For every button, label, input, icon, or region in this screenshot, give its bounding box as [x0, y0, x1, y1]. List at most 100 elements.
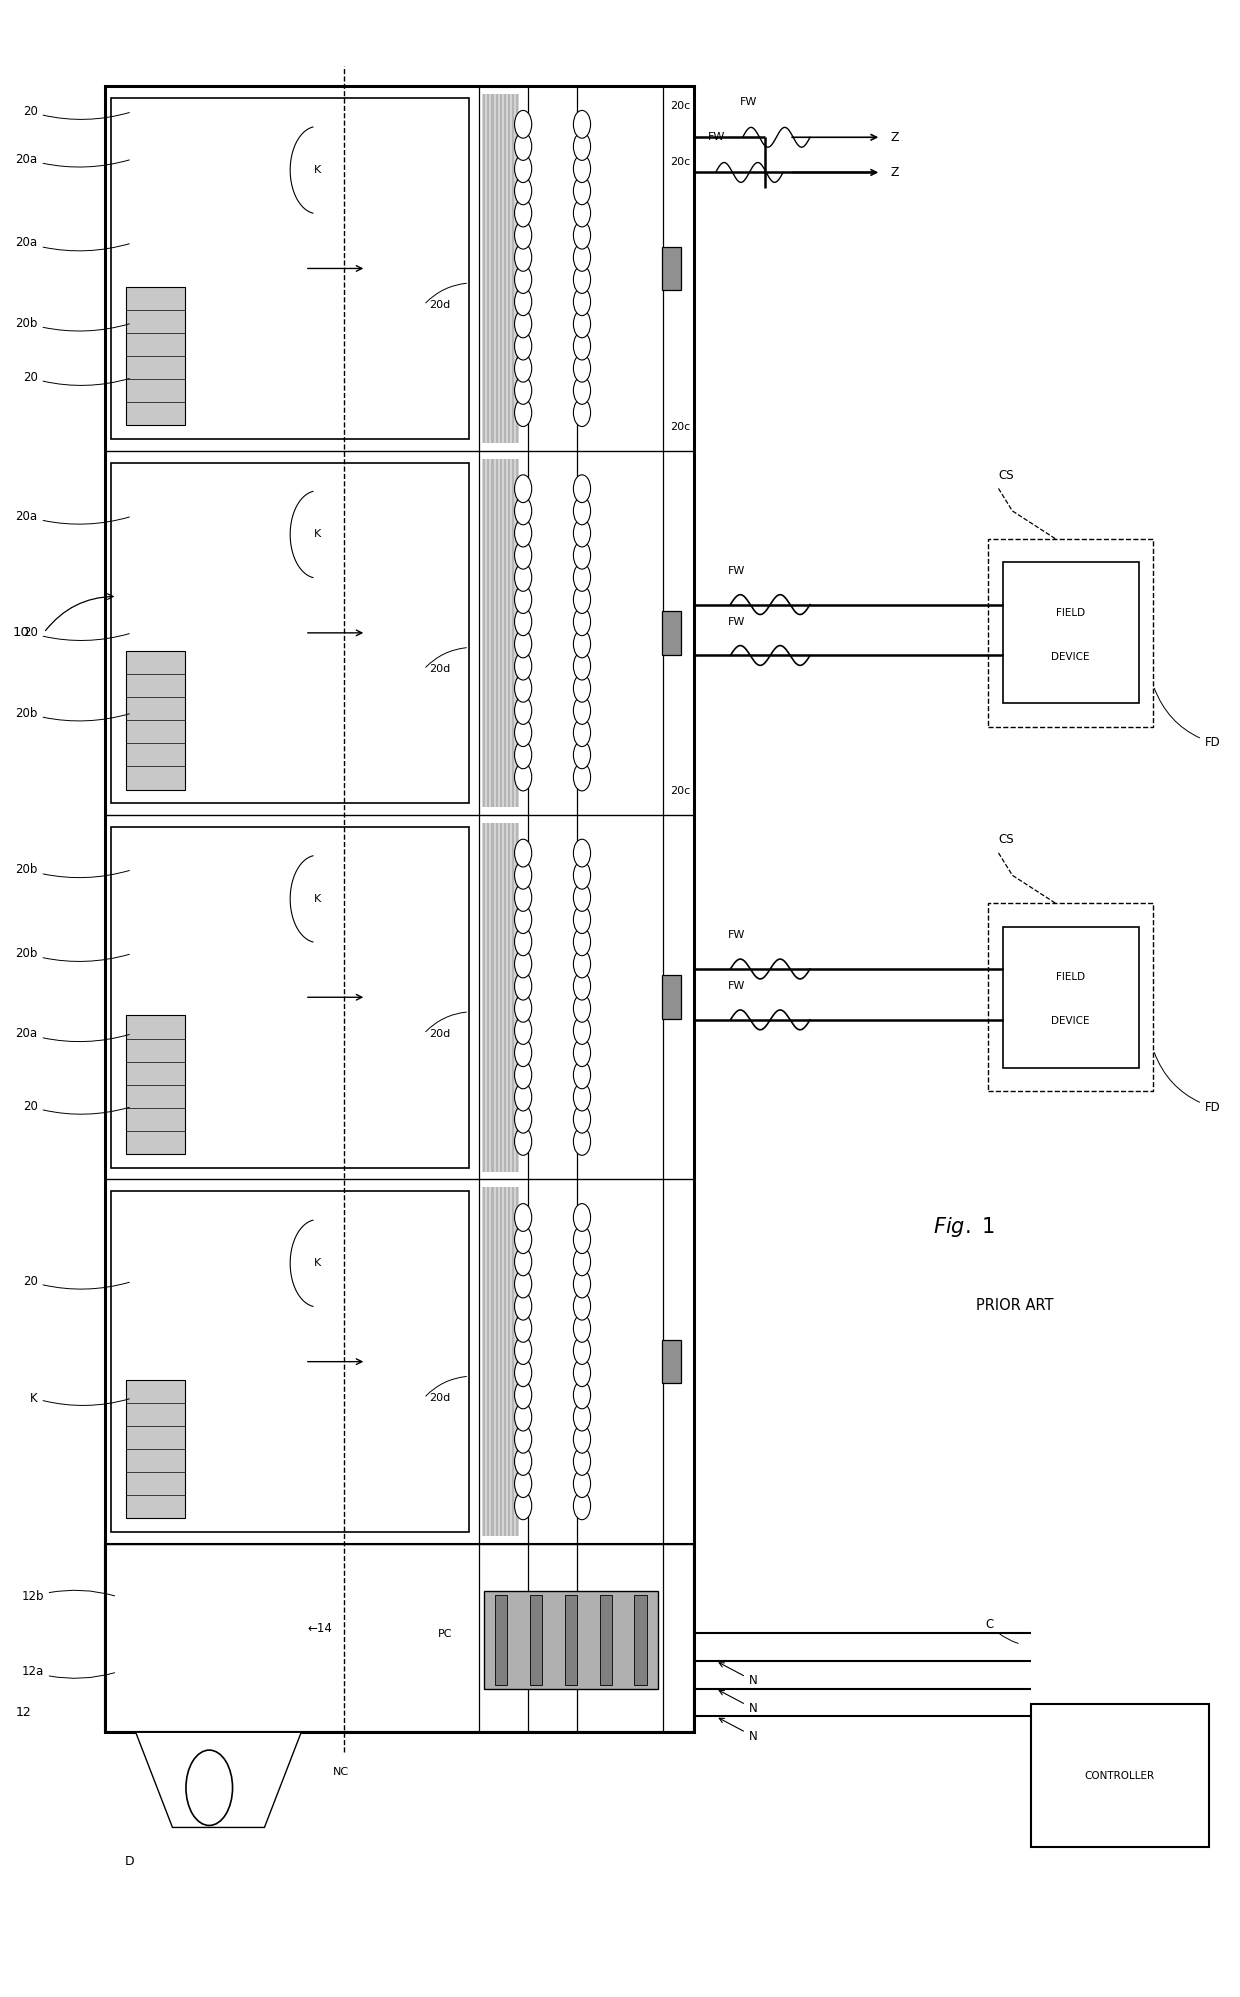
Text: 12a: 12a [21, 1665, 114, 1677]
Circle shape [573, 200, 590, 228]
Circle shape [515, 861, 532, 889]
Circle shape [573, 763, 590, 791]
Circle shape [573, 839, 590, 867]
Circle shape [515, 377, 532, 403]
Text: 20c: 20c [671, 156, 691, 166]
Text: CS: CS [998, 833, 1014, 847]
Circle shape [573, 585, 590, 613]
Text: CONTROLLER: CONTROLLER [1085, 1771, 1154, 1781]
Text: K: K [314, 166, 321, 176]
Text: K: K [30, 1392, 129, 1406]
Circle shape [515, 839, 532, 867]
Text: Z: Z [890, 130, 899, 144]
Circle shape [515, 1292, 532, 1320]
Text: 20b: 20b [15, 947, 129, 961]
Circle shape [573, 132, 590, 160]
Text: 20b: 20b [15, 863, 129, 877]
Circle shape [573, 497, 590, 525]
Circle shape [515, 519, 532, 547]
Circle shape [573, 353, 590, 381]
Circle shape [573, 1082, 590, 1110]
Bar [112, 98, 469, 439]
Circle shape [515, 399, 532, 427]
Bar [112, 463, 469, 803]
Bar [1003, 563, 1138, 703]
Circle shape [573, 310, 590, 337]
Circle shape [573, 1292, 590, 1320]
Circle shape [515, 1128, 532, 1156]
Circle shape [515, 1404, 532, 1432]
Text: FD: FD [1154, 1052, 1220, 1114]
Circle shape [573, 475, 590, 503]
Bar [565, 1596, 577, 1685]
Text: 20c: 20c [671, 787, 691, 797]
Circle shape [515, 973, 532, 1000]
Circle shape [515, 1270, 532, 1298]
Text: 20d: 20d [429, 1028, 450, 1038]
Circle shape [515, 1448, 532, 1476]
Text: FW: FW [728, 931, 745, 941]
Bar [484, 1592, 658, 1689]
Text: 12: 12 [16, 1705, 31, 1719]
Circle shape [515, 110, 532, 138]
Text: 20a: 20a [15, 509, 129, 523]
Text: 20a: 20a [15, 152, 129, 168]
Circle shape [515, 1358, 532, 1386]
Bar [662, 248, 681, 290]
Text: FIELD: FIELD [1056, 973, 1085, 983]
Bar [988, 903, 1153, 1092]
Text: 20b: 20b [15, 318, 129, 332]
Text: FW: FW [708, 132, 725, 142]
Text: 20: 20 [22, 1100, 129, 1114]
Circle shape [573, 288, 590, 316]
Circle shape [515, 1382, 532, 1408]
Text: K: K [314, 1258, 321, 1268]
Circle shape [573, 607, 590, 635]
Text: FW: FW [728, 617, 745, 627]
Text: NC: NC [334, 1767, 350, 1777]
Circle shape [515, 1106, 532, 1132]
Text: FW: FW [728, 981, 745, 991]
Text: 12b: 12b [21, 1590, 114, 1604]
Bar [988, 539, 1153, 727]
Circle shape [573, 861, 590, 889]
Circle shape [515, 222, 532, 250]
Circle shape [515, 1226, 532, 1254]
Bar [1030, 1705, 1209, 1847]
Text: PRIOR ART: PRIOR ART [976, 1298, 1053, 1314]
Circle shape [573, 929, 590, 957]
Text: 20b: 20b [15, 707, 129, 721]
Circle shape [515, 653, 532, 681]
Text: DEVICE: DEVICE [1052, 651, 1090, 661]
Bar [662, 1340, 681, 1384]
Bar [126, 288, 185, 425]
Circle shape [573, 563, 590, 591]
Text: 20a: 20a [15, 236, 129, 252]
Bar [600, 1596, 611, 1685]
Bar [126, 651, 185, 789]
Circle shape [515, 995, 532, 1022]
Circle shape [573, 951, 590, 979]
Circle shape [515, 156, 532, 182]
Circle shape [515, 697, 532, 725]
Circle shape [186, 1749, 233, 1825]
Circle shape [573, 675, 590, 703]
Text: N: N [719, 1691, 758, 1715]
Circle shape [573, 1358, 590, 1386]
Bar [662, 611, 681, 655]
Circle shape [573, 377, 590, 403]
Circle shape [515, 132, 532, 160]
Circle shape [573, 1404, 590, 1432]
Text: 20: 20 [22, 1274, 129, 1290]
Text: 20d: 20d [429, 300, 450, 310]
Text: 20: 20 [22, 106, 129, 120]
Bar [1003, 927, 1138, 1068]
Text: 20c: 20c [671, 102, 691, 112]
Text: K: K [314, 895, 321, 905]
Circle shape [515, 585, 532, 613]
Circle shape [515, 563, 532, 591]
Circle shape [573, 1248, 590, 1276]
Polygon shape [135, 1731, 301, 1827]
Circle shape [515, 607, 532, 635]
Circle shape [573, 631, 590, 657]
